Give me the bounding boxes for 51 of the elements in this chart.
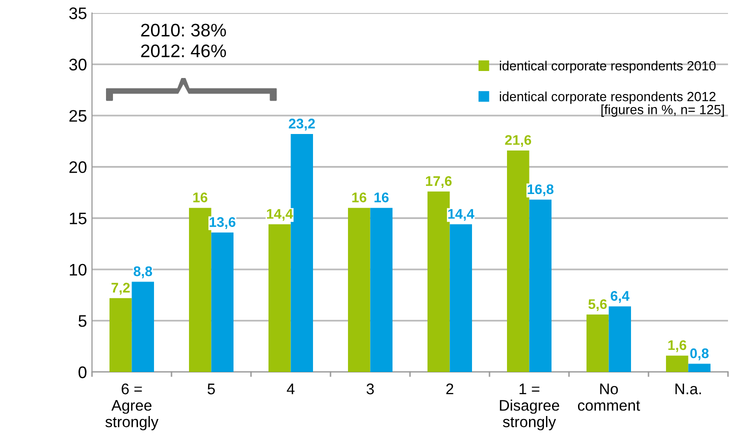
data-label: 16 <box>193 192 208 202</box>
bar <box>450 224 472 372</box>
x-tick-label: No comment <box>578 384 640 411</box>
legend-label: identical corporate respondents 2010 <box>500 60 716 74</box>
bar <box>188 208 212 372</box>
y-tick-label: 35 <box>69 7 86 20</box>
bar <box>109 298 132 372</box>
bar <box>608 306 632 372</box>
bar <box>586 314 609 372</box>
y-tick-label: 25 <box>69 110 86 122</box>
bar <box>211 232 234 372</box>
y-tick-label: 0 <box>78 366 86 378</box>
x-tick-label: 6 = Agree strongly <box>105 384 158 430</box>
legend-label: identical corporate respondents 2012 <box>500 92 716 104</box>
data-label: 17,6 <box>426 176 452 188</box>
data-label: 1,6 <box>668 340 686 352</box>
bar <box>132 282 154 372</box>
data-label: 5,6 <box>588 299 607 312</box>
x-tick-label: 2 <box>446 384 454 394</box>
y-tick-label: 10 <box>70 264 86 276</box>
data-label: 8,8 <box>134 266 152 278</box>
data-label: 16 <box>352 192 366 202</box>
data-label: 14,4 <box>266 209 294 221</box>
y-tick-label: 15 <box>70 212 86 224</box>
bar <box>348 208 370 372</box>
y-tick-label: 5 <box>78 315 86 327</box>
data-label: 16 <box>374 192 389 202</box>
x-tick-label: 5 <box>208 384 215 394</box>
bar <box>688 364 711 372</box>
data-label: 6,4 <box>610 290 630 303</box>
data-label: 7,2 <box>112 282 130 295</box>
y-tick-label: 20 <box>69 161 86 174</box>
data-label: 13,6 <box>210 217 236 229</box>
x-tick-label: 4 <box>286 384 295 394</box>
bar <box>427 191 450 372</box>
data-label: 21,6 <box>505 135 532 147</box>
bar <box>666 356 688 372</box>
annotation: 2010: 38% 2012: 46% <box>141 24 226 58</box>
data-label: 23,2 <box>288 118 315 131</box>
y-tick-label: 30 <box>69 58 86 70</box>
x-tick-label: 3 <box>366 384 374 394</box>
data-label: 14,4 <box>448 209 474 221</box>
x-tick-label: N.a. <box>675 384 701 394</box>
bar <box>268 224 291 372</box>
annotation: [figures in %, n= 125] <box>601 104 724 117</box>
data-label: 16,8 <box>528 184 554 196</box>
data-label: 0,8 <box>690 348 709 360</box>
x-tick-label: 1 = Disagree strongly <box>500 384 560 430</box>
bar <box>529 200 552 372</box>
bar <box>370 208 393 372</box>
bar <box>506 150 530 372</box>
